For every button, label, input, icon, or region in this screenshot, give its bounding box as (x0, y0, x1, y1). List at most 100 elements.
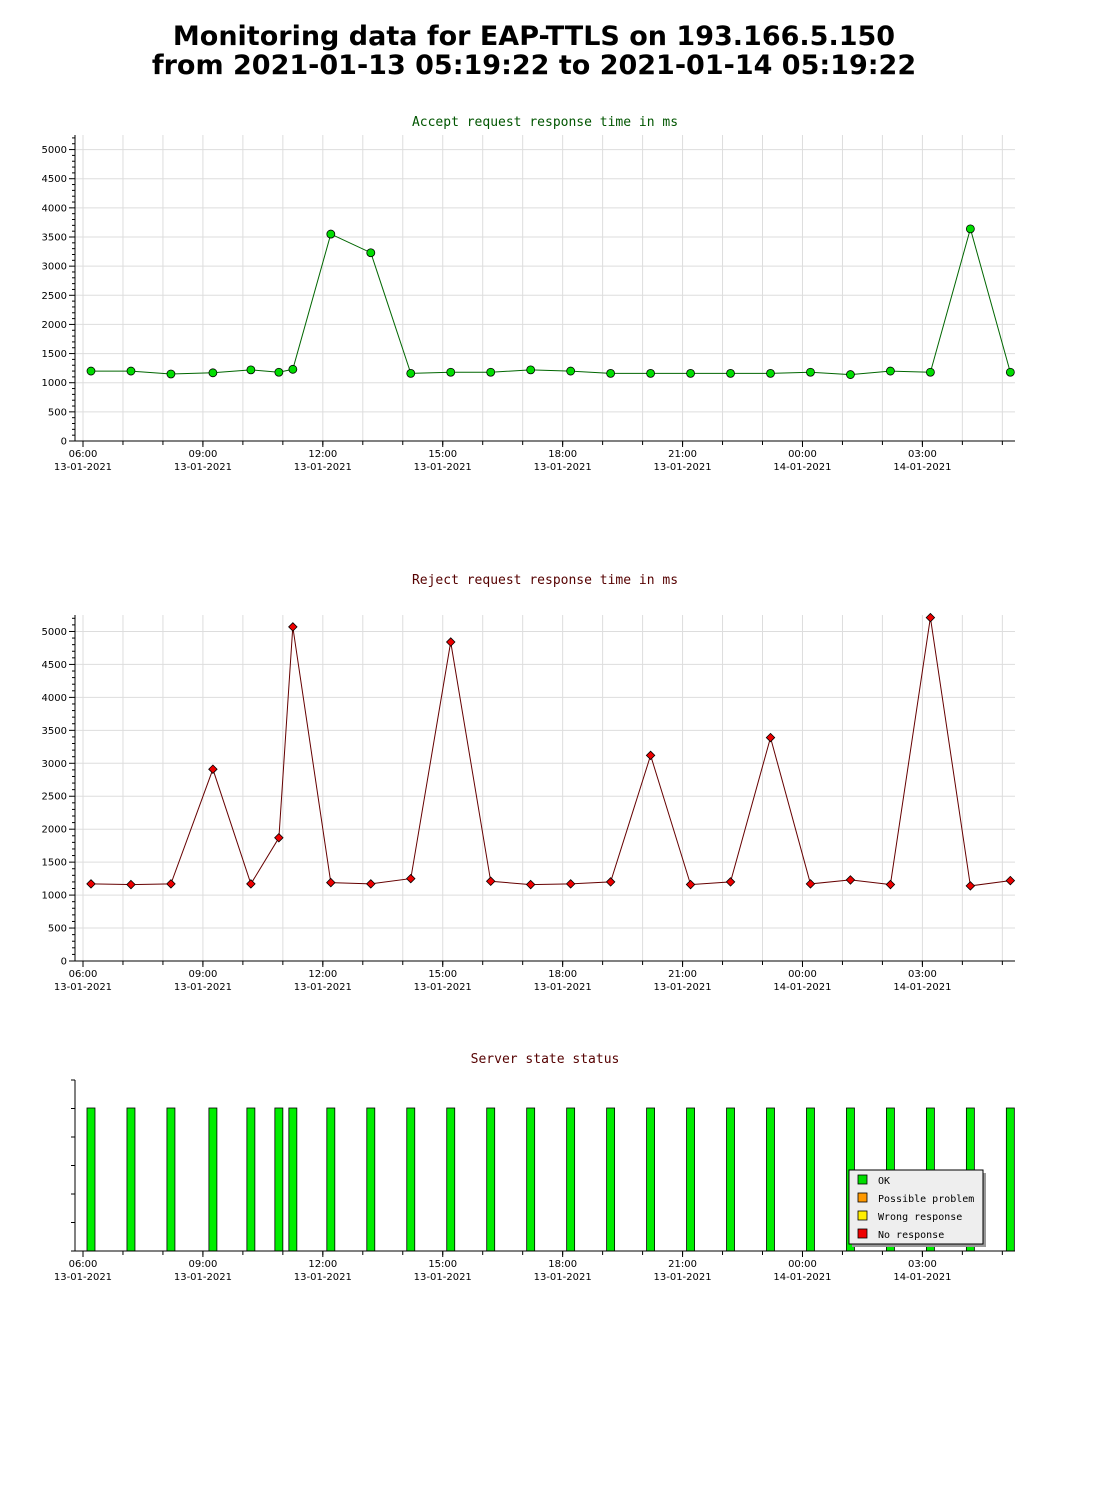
status-x-tick-date: 14-01-2021 (893, 1272, 951, 1283)
status-status-bar (726, 1107, 735, 1252)
reject-y-tick-label: 5000 (42, 627, 67, 638)
reject-x-tick-label: 03:00 (908, 969, 937, 980)
reject-y-tick-label: 3000 (42, 759, 67, 770)
accept-data-point (726, 368, 735, 378)
status-x-tick-label: 03:00 (908, 1259, 937, 1270)
status-x-tick-label: 09:00 (188, 1259, 217, 1270)
legend-swatch (857, 1228, 868, 1239)
reject-x-tick-label: 12:00 (308, 969, 337, 980)
status-status-bar (288, 1107, 298, 1252)
reject-data-point (166, 879, 176, 889)
accept-x-tick-label: 15:00 (428, 449, 457, 460)
accept-x-tick-label: 00:00 (788, 449, 817, 460)
accept-x-tick-date: 14-01-2021 (893, 462, 951, 473)
status-status-bar (486, 1107, 496, 1252)
legend-label: Wrong response (878, 1212, 962, 1223)
accept-data-point (486, 367, 496, 377)
reject-data-point (565, 879, 576, 889)
status-status-bar (606, 1107, 616, 1252)
status-x-tick-date: 13-01-2021 (654, 1272, 712, 1283)
accept-data-point (1005, 367, 1015, 377)
status-x-tick-label: 18:00 (548, 1259, 577, 1270)
status-status-bar (166, 1107, 176, 1252)
reject-y-tick-label: 4500 (42, 660, 67, 671)
status-x-tick-date: 13-01-2021 (534, 1272, 592, 1283)
reject-data-point (685, 879, 696, 890)
reject-data-point (845, 875, 856, 885)
reject-data-point (366, 879, 376, 889)
accept-y-tick-label: 1000 (42, 378, 67, 389)
page-title-line-1: Monitoring data for EAP-TTLS on 193.166.… (172, 21, 896, 52)
reject-x-tick-date: 13-01-2021 (54, 982, 112, 993)
accept-data-point (86, 366, 96, 376)
status-x-tick-date: 13-01-2021 (414, 1272, 472, 1283)
reject-x-tick-label: 00:00 (788, 969, 817, 980)
status-x-tick-label: 21:00 (668, 1259, 697, 1270)
page-title: Monitoring data for EAP-TTLS on 193.166.… (0, 22, 1068, 80)
accept-y-tick-label: 0 (61, 437, 67, 448)
page-title-line-2: from 2021-01-13 05:19:22 to 2021-01-14 0… (151, 50, 917, 81)
accept-y-tick-label: 4000 (42, 203, 67, 214)
status-status-bar (806, 1107, 815, 1252)
reject-data-point (765, 732, 776, 743)
status-status-bar (246, 1107, 256, 1252)
reject-y-tick-label: 0 (61, 957, 67, 968)
status-status-bar (566, 1107, 576, 1252)
status-x-tick-date: 13-01-2021 (54, 1272, 112, 1283)
accept-data-point (406, 368, 416, 378)
reject-data-point (725, 877, 736, 887)
reject-data-point (605, 877, 616, 887)
reject-y-tick-label: 1000 (42, 891, 67, 902)
accept-x-tick-date: 13-01-2021 (294, 462, 352, 473)
accept-x-tick-label: 18:00 (548, 449, 577, 460)
accept-y-tick-label: 5000 (42, 145, 67, 156)
status-status-bar (526, 1107, 536, 1252)
status-status-bar (208, 1107, 218, 1252)
reject-data-point (405, 873, 416, 884)
accept-data-point (166, 369, 176, 379)
reject-chart: Reject request response time in ms 0 500 10… (42, 573, 1016, 993)
accept-x-tick-date: 13-01-2021 (654, 462, 712, 473)
reject-series-line (90, 617, 1011, 887)
reject-data-point (126, 879, 136, 890)
accept-data-point (766, 368, 775, 378)
accept-chart-title: Accept request response time in ms (412, 115, 678, 130)
reject-data-point (485, 876, 496, 887)
accept-data-point (646, 368, 655, 378)
accept-x-tick-label: 09:00 (188, 449, 217, 460)
reject-data-point (885, 879, 896, 890)
accept-data-point (686, 368, 695, 378)
status-legend: OK Possible problem Wrong response No respo… (848, 1169, 986, 1247)
reject-data-point (965, 881, 976, 891)
accept-grid (75, 135, 1015, 445)
accept-data-point (126, 366, 136, 376)
reject-x-tick-date: 13-01-2021 (654, 982, 712, 993)
accept-data-point (846, 370, 855, 379)
accept-x-tick-date: 13-01-2021 (174, 462, 232, 473)
reject-grid (75, 615, 1015, 965)
reject-data-point (925, 612, 936, 623)
status-status-bar (686, 1107, 695, 1252)
status-x-tick-date: 13-01-2021 (294, 1272, 352, 1283)
status-grid (82, 1251, 1003, 1255)
reject-x-tick-label: 06:00 (69, 969, 98, 980)
reject-data-point (288, 622, 298, 632)
accept-data-point (965, 224, 975, 234)
accept-x-tick-label: 06:00 (69, 449, 98, 460)
status-status-bar (366, 1107, 376, 1252)
reject-data-point (274, 832, 284, 843)
accept-data-point (208, 368, 218, 378)
reject-x-tick-date: 13-01-2021 (534, 982, 592, 993)
accept-chart: Accept request response time in ms 0 500 10… (42, 115, 1015, 473)
status-x-tick-label: 15:00 (428, 1259, 457, 1270)
accept-y-tick-label: 500 (48, 407, 67, 418)
accept-x-tick-date: 13-01-2021 (54, 462, 112, 473)
accept-data-point (366, 248, 376, 258)
legend-label: No response (878, 1230, 944, 1241)
accept-data-point (526, 365, 536, 375)
legend-swatch (857, 1192, 868, 1203)
status-x-tick-label: 06:00 (69, 1259, 98, 1270)
reject-x-tick-label: 15:00 (428, 969, 457, 980)
legend-label: OK (878, 1176, 890, 1187)
accept-data-point (806, 367, 815, 377)
